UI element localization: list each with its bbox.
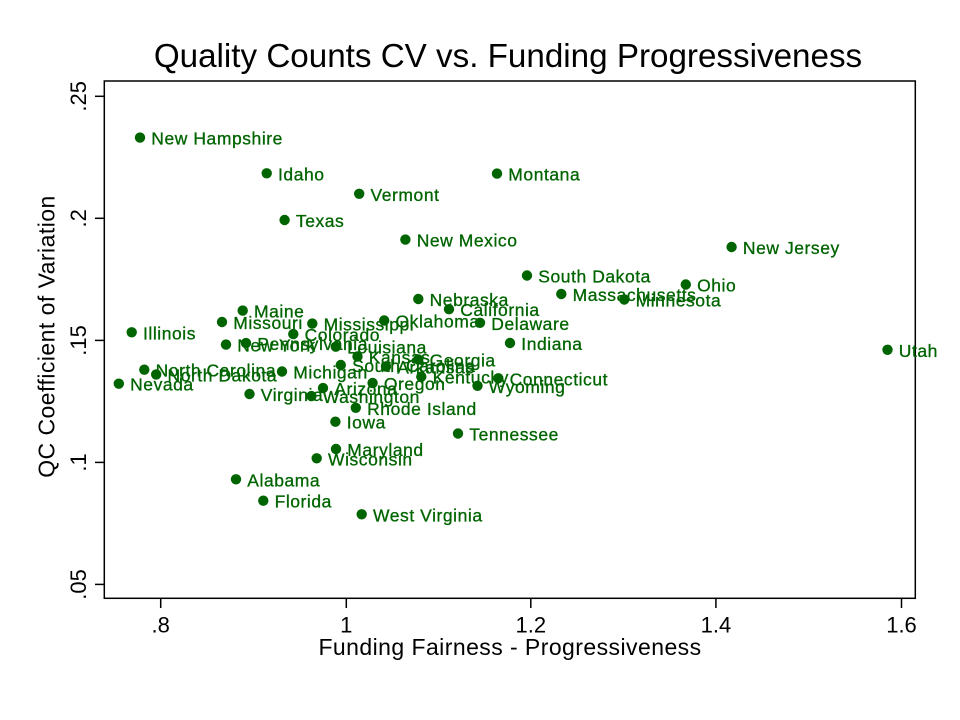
svg-text:Michigan: Michigan <box>293 363 367 383</box>
svg-text:California: California <box>460 300 539 320</box>
svg-text:Idaho: Idaho <box>278 164 325 184</box>
svg-text:Minnesota: Minnesota <box>636 291 722 311</box>
svg-text:West Virginia: West Virginia <box>373 505 483 525</box>
svg-text:Mississippi: Mississippi <box>324 315 415 335</box>
svg-text:1.6: 1.6 <box>886 613 917 638</box>
svg-text:South Carolina: South Carolina <box>352 356 475 376</box>
svg-text:Iowa: Iowa <box>347 413 386 433</box>
svg-text:Montana: Montana <box>508 165 580 185</box>
svg-text:Delaware: Delaware <box>491 314 569 334</box>
svg-text:Wisconsin: Wisconsin <box>328 449 413 469</box>
svg-text:Funding Fairness - Progressive: Funding Fairness - Progressiveness <box>318 634 701 660</box>
svg-text:Texas: Texas <box>296 211 344 231</box>
svg-text:North Dakota: North Dakota <box>168 365 278 385</box>
svg-text:.25: .25 <box>66 81 91 112</box>
svg-text:Virginia: Virginia <box>261 385 323 405</box>
svg-text:.8: .8 <box>152 613 170 638</box>
svg-text:Arizona: Arizona <box>334 379 397 399</box>
svg-text:New Jersey: New Jersey <box>743 238 840 258</box>
svg-text:South Dakota: South Dakota <box>538 267 651 287</box>
svg-text:Connecticut: Connecticut <box>510 369 608 389</box>
svg-text:Maine: Maine <box>254 302 304 322</box>
svg-text:Massachusetts: Massachusetts <box>573 285 697 305</box>
svg-text:1.4: 1.4 <box>701 613 732 638</box>
svg-text:Kentucky: Kentucky <box>433 368 509 388</box>
svg-text:Wyoming: Wyoming <box>489 377 566 397</box>
svg-text:Ohio: Ohio <box>697 276 736 296</box>
svg-text:Louisiana: Louisiana <box>347 338 427 358</box>
svg-text:North Carolina: North Carolina <box>156 361 277 381</box>
svg-text:New Hampshire: New Hampshire <box>151 129 283 149</box>
svg-text:Alabama: Alabama <box>247 470 320 490</box>
svg-text:Nevada: Nevada <box>130 375 194 395</box>
svg-text:Utah: Utah <box>899 341 938 361</box>
svg-text:Colorado: Colorado <box>305 325 380 345</box>
svg-text:QC Coefficient of Variation: QC Coefficient of Variation <box>34 195 60 478</box>
svg-text:.2: .2 <box>66 209 91 227</box>
svg-text:Tennessee: Tennessee <box>469 425 559 445</box>
svg-text:Rhode Island: Rhode Island <box>367 399 477 419</box>
svg-text:.15: .15 <box>66 325 91 356</box>
svg-text:Washington: Washington <box>323 387 420 407</box>
svg-text:Missouri: Missouri <box>233 313 303 333</box>
svg-text:Maryland: Maryland <box>347 440 423 460</box>
svg-text:New York: New York <box>237 336 315 356</box>
svg-text:Oklahoma: Oklahoma <box>396 312 480 332</box>
svg-text:.1: .1 <box>66 453 91 471</box>
svg-text:Quality Counts CV vs. Funding: Quality Counts CV vs. Funding Progressiv… <box>154 38 862 75</box>
svg-text:Illinois: Illinois <box>143 323 196 343</box>
svg-text:Georgia: Georgia <box>430 351 496 371</box>
svg-text:1: 1 <box>340 613 352 638</box>
svg-text:New Mexico: New Mexico <box>417 231 518 251</box>
svg-text:.05: .05 <box>66 569 91 600</box>
svg-text:Indiana: Indiana <box>521 334 582 354</box>
svg-text:1.2: 1.2 <box>516 613 547 638</box>
svg-text:Vermont: Vermont <box>371 185 440 205</box>
svg-text:Florida: Florida <box>275 492 332 512</box>
svg-text:Oregon: Oregon <box>384 374 446 394</box>
